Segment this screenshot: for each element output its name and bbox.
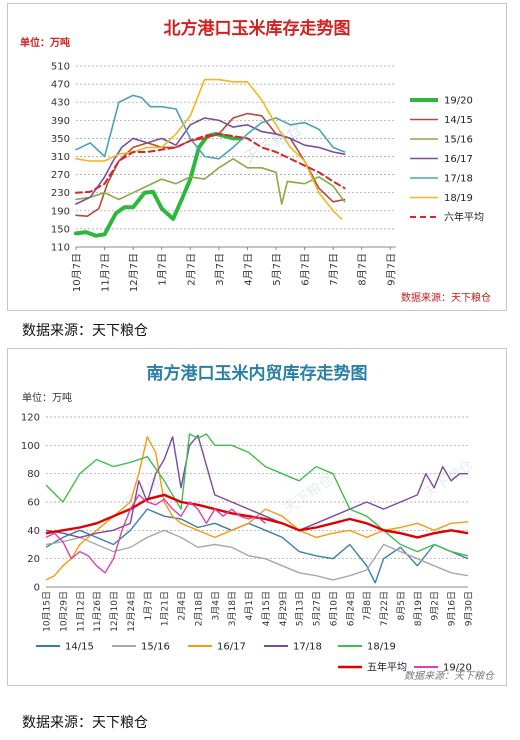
series-line-五年平均 [45, 493, 469, 539]
x-tick-label: 12月7日 [128, 253, 140, 292]
watermark: 天下粮仓 [281, 472, 336, 517]
x-tick-label: 11月7日 [100, 253, 112, 292]
y-tick-label: 100 [21, 441, 40, 452]
y-tick-label: 270 [51, 170, 70, 181]
legend-label: 17/18 [293, 642, 322, 653]
y-tick-label: 310 [51, 152, 70, 163]
x-tick-label: 5月27日 [312, 591, 323, 626]
y-tick-label: 230 [51, 188, 70, 199]
x-tick-label: 10月15日 [42, 591, 53, 632]
x-tick-label: 11月12日 [75, 591, 86, 632]
x-tick-label: 10月7日 [71, 253, 83, 292]
source-caption-south: 数据来源：天下粮仓 [22, 715, 148, 731]
x-tick-label: 1月7日 [157, 253, 169, 286]
source-caption-north: 数据来源：天下粮仓 [22, 323, 148, 339]
series-line-六年平均 [75, 132, 346, 194]
x-tick-label: 6月10日 [328, 591, 339, 626]
x-tick-label: 5月7日 [271, 253, 283, 286]
x-tick-label: 1月7日 [143, 591, 154, 620]
x-tick-label: 7月8日 [362, 591, 373, 620]
series-line-14/15 [75, 112, 346, 217]
chart-title: 北方港口玉米库存走势图 [164, 18, 351, 39]
x-tick-label: 4月7日 [242, 253, 254, 286]
legend-label: 14/15 [444, 115, 473, 126]
legend-label: 五年平均 [367, 661, 407, 674]
x-tick-label: 11月26日 [92, 591, 103, 632]
legend-label: 19/20 [443, 663, 472, 674]
x-tick-label: 6月24日 [345, 591, 356, 626]
unit-label: 单位：万吨 [20, 36, 70, 49]
y-tick-label: 40 [27, 526, 40, 537]
series-line-15/16 [75, 158, 346, 205]
source-label: 数据来源：天下粮仓 [401, 291, 491, 304]
x-tick-label: 3月4日 [210, 591, 221, 620]
x-tick-label: 7月22日 [379, 591, 390, 626]
legend-label: 15/16 [141, 642, 170, 653]
x-tick-label: 12月24日 [126, 591, 137, 632]
x-tick-label: 8月5日 [396, 591, 407, 620]
legend-label: 17/18 [444, 174, 473, 185]
y-tick-label: 470 [51, 80, 70, 91]
x-tick-label: 2月18日 [193, 591, 204, 626]
series-line-19/20 [45, 494, 266, 574]
x-tick-label: 9月7日 [385, 253, 397, 286]
chart-title: 南方港口玉米内贸库存走势图 [147, 363, 368, 384]
legend-label: 18/19 [444, 193, 473, 204]
unit-label: 单位：万吨 [22, 391, 72, 404]
y-tick-label: 350 [51, 134, 70, 145]
y-tick-label: 120 [21, 413, 40, 424]
x-tick-label: 9月16日 [447, 591, 458, 626]
legend-label: 19/20 [444, 96, 473, 107]
series-line-15/16 [45, 529, 469, 581]
y-tick-label: 0 [34, 583, 40, 594]
legend-label: 18/19 [367, 642, 396, 653]
series-line-17/18 [75, 94, 346, 160]
x-tick-label: 9月2日 [430, 591, 441, 620]
x-tick-label: 2月7日 [185, 253, 197, 286]
series-line-18/19 [75, 78, 343, 220]
x-tick-label: 10月29日 [58, 591, 69, 632]
legend-label: 16/17 [217, 642, 246, 653]
x-tick-label: 9月30日 [464, 591, 475, 626]
x-tick-label: 1月21日 [160, 591, 171, 626]
south-chart-frame: 南方港口玉米内贸库存走势图 单位：万吨 天下粮仓 天下粮仓 天下粮仓 0 20 40 60 80 1… [7, 348, 507, 686]
x-tick-label: 5月13日 [295, 591, 306, 626]
series-line-18/19 [45, 433, 469, 557]
y-tick-label: 110 [51, 243, 70, 254]
legend-label: 15/16 [444, 135, 473, 146]
legend-label: 六年平均 [444, 211, 484, 224]
x-tick-label: 8月7日 [357, 253, 369, 286]
y-tick-label: 190 [51, 206, 70, 217]
y-tick-label: 20 [27, 554, 40, 565]
x-tick-label: 12月10日 [109, 591, 120, 632]
x-tick-label: 3月18日 [227, 591, 238, 626]
legend-label: 14/15 [65, 642, 94, 653]
legend-label: 16/17 [444, 154, 473, 165]
x-tick-label: 8月19日 [413, 591, 424, 626]
source-label: 数据来源：天下粮仓 [404, 670, 495, 682]
north-port-inventory-chart: 北方港口玉米库存走势图单位：万吨天下粮仓11015019023027031035… [20, 18, 491, 304]
x-tick-label: 3月7日 [214, 253, 226, 286]
y-tick-label: 430 [51, 98, 70, 109]
y-tick-label: 80 [27, 469, 40, 480]
x-tick-label: 6月7日 [300, 253, 312, 286]
x-tick-label: 4月15日 [261, 591, 272, 626]
x-tick-label: 7月7日 [328, 253, 340, 286]
y-tick-label: 150 [51, 224, 70, 235]
x-tick-label: 4月1日 [244, 591, 255, 620]
y-tick-label: 510 [51, 62, 70, 73]
series-line-16/17 [45, 436, 469, 581]
y-tick-label: 60 [27, 498, 40, 509]
y-tick-label: 390 [51, 116, 70, 127]
x-tick-label: 4月29日 [278, 591, 289, 626]
x-tick-label: 2月4日 [177, 591, 188, 620]
series-line-17/18 [45, 434, 468, 539]
north-chart-frame: 北方港口玉米库存走势图 单位：万吨 天下粮仓 110 150 190 230 270 310 35… [7, 3, 507, 311]
